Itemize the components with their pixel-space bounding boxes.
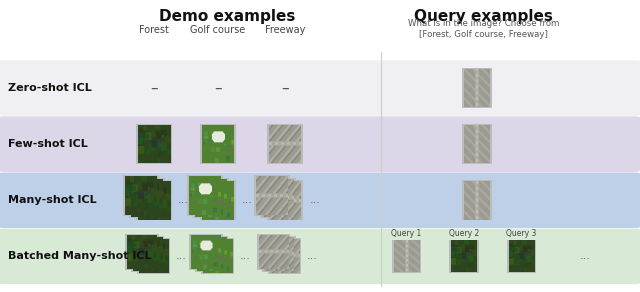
- FancyBboxPatch shape: [462, 124, 492, 164]
- Text: Batched Many-shot ICL: Batched Many-shot ICL: [8, 251, 151, 261]
- FancyBboxPatch shape: [123, 175, 159, 216]
- FancyBboxPatch shape: [189, 234, 223, 270]
- Text: Many-shot ICL: Many-shot ICL: [8, 195, 96, 205]
- FancyBboxPatch shape: [392, 240, 421, 273]
- FancyBboxPatch shape: [0, 173, 640, 228]
- FancyBboxPatch shape: [254, 175, 290, 216]
- Text: Query 3: Query 3: [506, 229, 537, 238]
- FancyBboxPatch shape: [462, 68, 492, 108]
- FancyBboxPatch shape: [131, 237, 164, 272]
- Text: Query examples: Query examples: [414, 9, 552, 24]
- FancyBboxPatch shape: [267, 124, 303, 164]
- Text: What is in the image? Choose from
[Forest, Golf course, Freeway]: What is in the image? Choose from [Fores…: [408, 19, 559, 39]
- Text: ...: ...: [176, 251, 186, 261]
- Text: ...: ...: [179, 195, 189, 205]
- Text: Few-shot ICL: Few-shot ICL: [8, 139, 88, 149]
- FancyBboxPatch shape: [507, 240, 536, 273]
- Text: Freeway: Freeway: [264, 25, 305, 35]
- Text: –: –: [281, 81, 289, 95]
- FancyBboxPatch shape: [137, 239, 170, 274]
- FancyBboxPatch shape: [0, 60, 640, 116]
- Text: Query 1: Query 1: [391, 229, 422, 238]
- FancyBboxPatch shape: [201, 239, 234, 274]
- FancyBboxPatch shape: [125, 234, 159, 270]
- FancyBboxPatch shape: [268, 239, 301, 274]
- FancyBboxPatch shape: [193, 178, 229, 218]
- Text: –: –: [214, 81, 221, 95]
- Text: –: –: [150, 81, 157, 95]
- FancyBboxPatch shape: [0, 116, 640, 172]
- Text: Query 2: Query 2: [449, 229, 479, 238]
- Text: ...: ...: [307, 251, 317, 261]
- Text: Zero-shot ICL: Zero-shot ICL: [8, 83, 92, 93]
- FancyBboxPatch shape: [262, 237, 296, 272]
- FancyBboxPatch shape: [136, 180, 172, 220]
- Text: Golf course: Golf course: [190, 25, 245, 35]
- FancyBboxPatch shape: [257, 234, 290, 270]
- FancyBboxPatch shape: [0, 229, 640, 284]
- Text: ...: ...: [240, 251, 250, 261]
- FancyBboxPatch shape: [449, 240, 479, 273]
- FancyBboxPatch shape: [260, 178, 296, 218]
- FancyBboxPatch shape: [129, 178, 165, 218]
- FancyBboxPatch shape: [195, 237, 228, 272]
- FancyBboxPatch shape: [136, 124, 172, 164]
- FancyBboxPatch shape: [462, 180, 492, 220]
- Text: Demo examples: Demo examples: [159, 9, 296, 24]
- Text: ...: ...: [243, 195, 253, 205]
- FancyBboxPatch shape: [200, 180, 236, 220]
- FancyBboxPatch shape: [187, 175, 223, 216]
- FancyBboxPatch shape: [267, 180, 303, 220]
- Text: ...: ...: [580, 251, 591, 261]
- Text: ...: ...: [310, 195, 320, 205]
- FancyBboxPatch shape: [200, 124, 236, 164]
- Text: Forest: Forest: [139, 25, 168, 35]
